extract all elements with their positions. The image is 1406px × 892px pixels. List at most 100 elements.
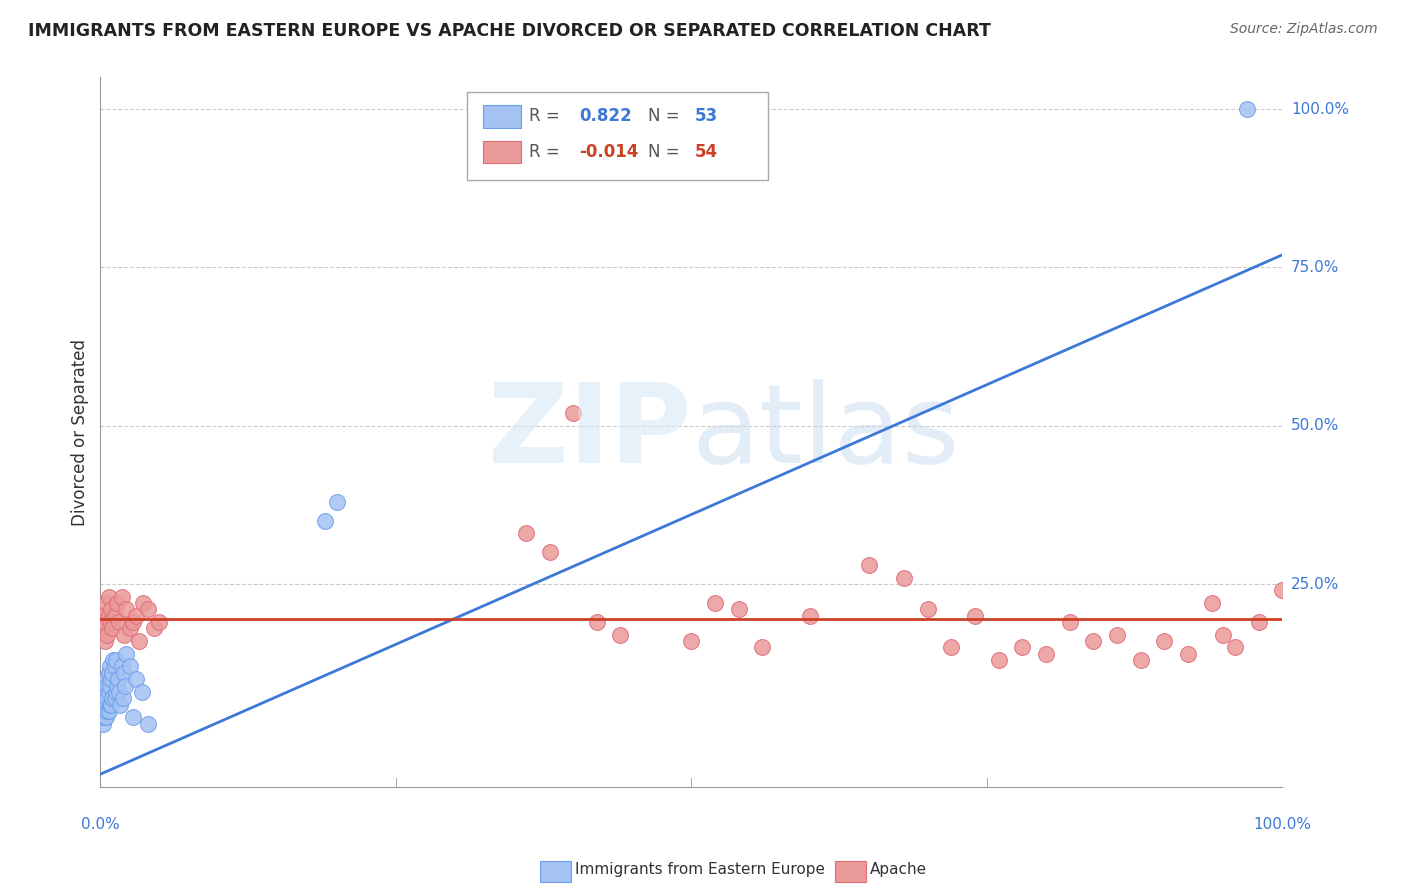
Point: [131, 685, 153, 699]
Point: [101, 691, 124, 706]
Point: [98, 659, 121, 673]
Point: [96, 704, 118, 718]
Point: [100, 698, 122, 712]
Point: [96, 698, 118, 712]
Point: [858, 558, 880, 573]
Point: [586, 615, 609, 629]
Point: [136, 716, 159, 731]
Point: [90, 710, 112, 724]
Point: [103, 691, 125, 706]
Point: [987, 653, 1010, 667]
Point: [104, 653, 127, 667]
Point: [893, 571, 915, 585]
Text: ZIP: ZIP: [488, 378, 692, 485]
Point: [108, 685, 131, 699]
Point: [96, 685, 118, 699]
Point: [1083, 634, 1105, 648]
Point: [94, 710, 117, 724]
Point: [112, 628, 135, 642]
Point: [1011, 640, 1033, 655]
Point: [681, 634, 703, 648]
Point: [111, 590, 134, 604]
Point: [917, 602, 939, 616]
Point: [326, 495, 349, 509]
Point: [103, 659, 125, 673]
Point: [98, 615, 121, 629]
Point: [132, 596, 155, 610]
Text: N =: N =: [648, 107, 685, 126]
Point: [314, 514, 336, 528]
Point: [103, 608, 125, 623]
Point: [122, 615, 145, 629]
Point: [1153, 634, 1175, 648]
Text: 25.0%: 25.0%: [1291, 576, 1339, 591]
Point: [118, 622, 141, 636]
FancyBboxPatch shape: [484, 105, 522, 128]
Text: atlas: atlas: [692, 378, 960, 485]
Point: [136, 602, 159, 616]
Point: [105, 678, 128, 692]
Point: [115, 602, 138, 616]
Text: 100.0%: 100.0%: [1254, 817, 1312, 832]
Point: [105, 596, 128, 610]
Point: [97, 685, 120, 699]
Y-axis label: Divorced or Separated: Divorced or Separated: [72, 339, 89, 525]
Point: [112, 665, 135, 680]
Point: [94, 691, 117, 706]
Text: 0.822: 0.822: [579, 107, 631, 126]
Point: [1201, 596, 1223, 610]
Point: [125, 608, 148, 623]
Point: [111, 691, 134, 706]
Point: [94, 704, 117, 718]
Point: [1177, 647, 1199, 661]
Point: [90, 698, 112, 712]
Text: Immigrants from Eastern Europe: Immigrants from Eastern Europe: [575, 863, 825, 877]
Point: [90, 704, 112, 718]
Point: [111, 659, 134, 673]
Text: -0.014: -0.014: [579, 143, 638, 161]
Point: [118, 659, 141, 673]
Point: [101, 665, 124, 680]
Point: [515, 526, 537, 541]
Point: [1212, 628, 1234, 642]
Point: [965, 608, 987, 623]
Point: [91, 716, 114, 731]
Point: [1247, 615, 1270, 629]
Point: [107, 672, 129, 686]
Text: R =: R =: [530, 143, 565, 161]
Point: [97, 704, 120, 718]
Point: [93, 615, 115, 629]
Text: Source: ZipAtlas.com: Source: ZipAtlas.com: [1230, 22, 1378, 37]
Point: [110, 698, 132, 712]
Point: [609, 628, 631, 642]
Point: [90, 622, 112, 636]
Point: [91, 704, 114, 718]
Point: [799, 608, 821, 623]
Point: [115, 647, 138, 661]
Text: IMMIGRANTS FROM EASTERN EUROPE VS APACHE DIVORCED OR SEPARATED CORRELATION CHART: IMMIGRANTS FROM EASTERN EUROPE VS APACHE…: [28, 22, 991, 40]
Text: Apache: Apache: [870, 863, 928, 877]
Text: 0.0%: 0.0%: [82, 817, 120, 832]
Point: [91, 685, 114, 699]
Point: [96, 678, 118, 692]
FancyBboxPatch shape: [484, 141, 522, 163]
Point: [97, 608, 120, 623]
Point: [1105, 628, 1128, 642]
Point: [1035, 647, 1057, 661]
Point: [96, 710, 118, 724]
Point: [1236, 102, 1258, 116]
Point: [128, 634, 150, 648]
Point: [562, 406, 585, 420]
Text: N =: N =: [648, 143, 685, 161]
Point: [142, 622, 165, 636]
Point: [727, 602, 749, 616]
Point: [148, 615, 170, 629]
Point: [104, 685, 127, 699]
Point: [1129, 653, 1152, 667]
Point: [100, 672, 122, 686]
Point: [98, 698, 121, 712]
FancyBboxPatch shape: [467, 92, 768, 180]
Point: [125, 672, 148, 686]
Point: [103, 653, 125, 667]
Point: [91, 608, 114, 623]
